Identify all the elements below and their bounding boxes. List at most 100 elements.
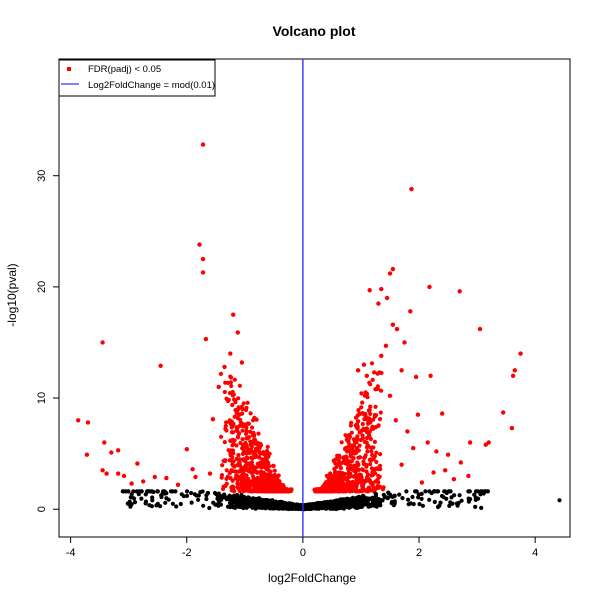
data-point-significant — [379, 370, 384, 376]
data-point-significant — [372, 370, 377, 375]
data-point-significant — [267, 451, 272, 456]
data-point-significant — [342, 458, 347, 463]
data-point-significant — [129, 481, 134, 486]
data-point-significant — [141, 479, 146, 484]
data-point-nonsignificant — [370, 495, 375, 500]
data-point-significant — [246, 421, 251, 426]
data-point-significant — [109, 450, 114, 455]
data-point-significant — [256, 431, 261, 436]
data-point-nonsignificant — [221, 493, 226, 498]
data-point-nonsignificant — [120, 489, 125, 494]
data-point-significant — [228, 476, 233, 481]
nonsignificant-points — [120, 489, 562, 512]
data-point-significant — [251, 483, 256, 488]
data-point-significant — [190, 467, 195, 472]
data-point-significant — [200, 142, 206, 147]
data-point-nonsignificant — [479, 505, 484, 510]
data-point-significant — [360, 467, 366, 473]
data-point-significant — [250, 456, 255, 461]
data-point-significant — [419, 480, 425, 485]
data-point-nonsignificant — [132, 500, 138, 505]
data-point-significant — [372, 412, 377, 418]
data-point-nonsignificant — [420, 503, 425, 508]
data-point-significant — [224, 420, 229, 425]
data-point-nonsignificant — [143, 499, 149, 504]
data-point-significant — [376, 473, 381, 478]
legend-entry-significant: FDR(padj) < 0.05 — [88, 64, 161, 75]
data-point-significant — [275, 479, 280, 484]
legend: FDR(padj) < 0.05 Log2FoldChange = mod(0.… — [58, 59, 216, 97]
data-point-significant — [375, 384, 380, 389]
data-point-significant — [518, 351, 523, 356]
data-point-significant — [228, 351, 233, 356]
data-point-significant — [347, 434, 353, 439]
data-point-significant — [330, 483, 335, 488]
data-point-nonsignificant — [423, 489, 428, 494]
data-point-nonsignificant — [417, 502, 422, 507]
data-point-significant — [233, 469, 238, 474]
data-point-significant — [387, 271, 393, 276]
data-point-nonsignificant — [338, 499, 343, 504]
data-point-significant — [264, 485, 269, 490]
data-point-significant — [230, 402, 235, 408]
data-point-significant — [408, 309, 413, 314]
data-point-significant — [240, 472, 245, 477]
data-point-significant — [265, 489, 270, 494]
data-point-significant — [333, 457, 339, 462]
data-point-nonsignificant — [270, 506, 275, 511]
data-point-nonsignificant — [483, 489, 488, 494]
data-point-significant — [200, 256, 206, 262]
data-point-nonsignificant — [373, 503, 378, 508]
data-point-nonsignificant — [380, 498, 385, 503]
data-point-significant — [237, 469, 242, 474]
data-point-significant — [347, 474, 352, 479]
y-axis-ticks: 0 10 20 30 — [36, 170, 59, 512]
data-point-significant — [357, 411, 362, 416]
data-point-nonsignificant — [224, 497, 229, 502]
data-point-significant — [235, 330, 240, 335]
data-point-significant — [236, 453, 241, 458]
data-point-significant — [379, 286, 384, 292]
data-point-significant — [368, 404, 373, 409]
data-point-significant — [85, 420, 91, 425]
data-point-nonsignificant — [346, 499, 351, 504]
data-point-nonsignificant — [163, 489, 168, 494]
data-point-significant — [365, 449, 370, 454]
data-point-significant — [116, 448, 121, 453]
data-point-nonsignificant — [406, 497, 411, 502]
data-point-significant — [268, 487, 273, 492]
data-point-nonsignificant — [227, 493, 232, 498]
data-point-significant — [228, 438, 233, 443]
data-point-significant — [381, 485, 386, 490]
data-point-significant — [248, 411, 253, 416]
data-point-significant — [356, 419, 361, 424]
data-point-significant — [368, 436, 373, 442]
data-point-significant — [237, 457, 242, 462]
data-point-significant — [372, 439, 377, 444]
data-point-significant — [247, 488, 252, 493]
data-point-significant — [280, 489, 285, 494]
data-point-nonsignificant — [341, 506, 347, 511]
data-point-significant — [234, 463, 240, 468]
data-point-significant — [501, 410, 506, 415]
data-point-significant — [236, 396, 241, 401]
data-point-nonsignificant — [184, 489, 190, 494]
data-point-significant — [372, 471, 378, 476]
data-point-significant — [366, 485, 371, 490]
data-point-significant — [252, 437, 257, 442]
data-point-significant — [338, 466, 344, 471]
data-point-significant — [237, 412, 243, 417]
data-point-significant — [272, 468, 277, 473]
data-point-significant — [375, 479, 380, 484]
data-point-nonsignificant — [178, 501, 183, 507]
data-point-significant — [227, 458, 232, 463]
data-point-significant — [345, 458, 350, 463]
data-point-significant — [409, 186, 414, 192]
data-point-significant — [238, 420, 243, 425]
data-point-significant — [364, 426, 369, 431]
data-point-significant — [236, 434, 241, 439]
data-point-nonsignificant — [427, 497, 432, 502]
data-point-significant — [352, 451, 357, 456]
data-point-significant — [223, 426, 228, 432]
data-point-nonsignificant — [455, 503, 460, 508]
